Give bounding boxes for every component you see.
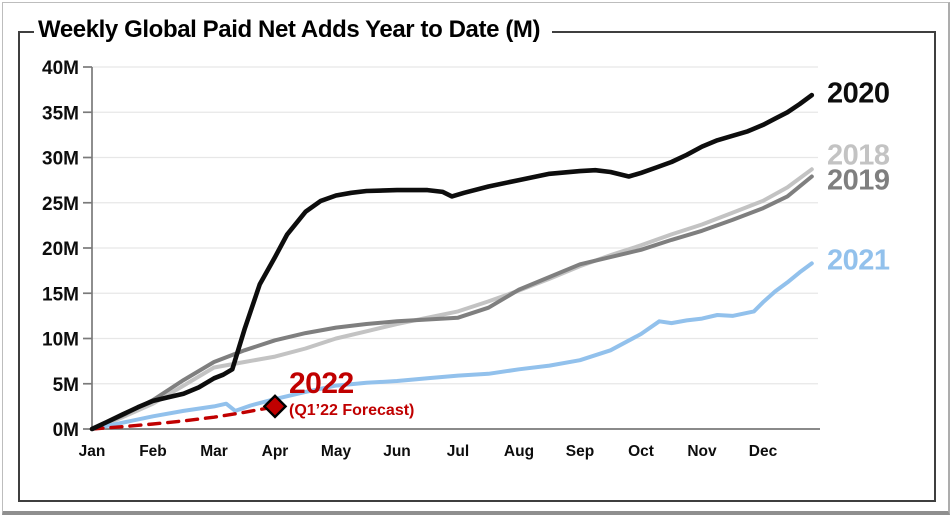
y-tick-label: 10M — [42, 330, 79, 351]
x-tick-label: Dec — [749, 443, 778, 460]
series-label-2021: 2021 — [827, 244, 890, 277]
y-tick-label: 35M — [42, 103, 79, 124]
x-tick-label: Jun — [383, 443, 411, 460]
x-tick-label: Oct — [628, 443, 654, 460]
series-line-2021 — [90, 261, 814, 431]
x-tick-label: Sep — [566, 443, 594, 460]
series-line-2020 — [89, 92, 815, 432]
x-tick-labels: Jan Feb Mar Apr May Jun Jul Aug Sep Oct Nov Dec — [79, 443, 778, 460]
x-tick-label: Mar — [200, 443, 228, 460]
gridlines — [92, 66, 818, 385]
series-line-2022 — [90, 405, 274, 431]
chart-title: Weekly Global Paid Net Adds Year to Date… — [34, 13, 553, 47]
series-line-2019 — [90, 174, 814, 431]
y-tick-label: 5M — [53, 375, 79, 396]
y-tick-label: 0M — [53, 420, 79, 441]
x-tick-label: May — [321, 443, 352, 460]
y-tick-labels: 0M 5M 10M 15M 20M 25M 30M 35M 40M — [42, 58, 79, 441]
y-tick-label: 30M — [42, 149, 79, 170]
y-tick-label: 25M — [42, 194, 79, 215]
forecast-note-label: (Q1’22 Forecast) — [289, 402, 415, 419]
series-line-2018 — [90, 167, 814, 431]
x-tick-label: Jan — [79, 443, 106, 460]
x-tick-label: Aug — [504, 443, 534, 460]
x-tick-label: Apr — [262, 443, 289, 460]
series-label-2019: 2019 — [827, 164, 890, 197]
y-tick-label: 15M — [42, 284, 79, 305]
forecast-diamond-marker — [262, 394, 288, 419]
x-tick-label: Nov — [687, 443, 717, 460]
y-tick-label: 20M — [42, 239, 79, 260]
forecast-annotation: 2022 (Q1’22 Forecast) — [289, 369, 414, 419]
x-tick-label: Jul — [447, 443, 469, 460]
series-label-2020: 2020 — [827, 77, 890, 110]
series-label-2018: 2018 — [827, 139, 890, 172]
y-tick-label: 40M — [42, 58, 79, 79]
x-tick-label: Feb — [139, 443, 167, 460]
forecast-year-label: 2022 — [289, 367, 354, 400]
